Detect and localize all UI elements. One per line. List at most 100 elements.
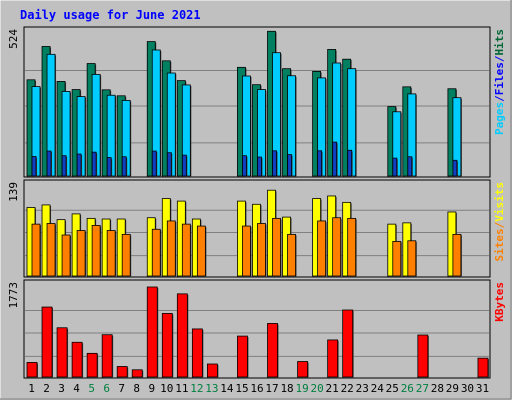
bar-pages-day-1 (31, 156, 37, 177)
bar-pages-day-3 (61, 155, 67, 177)
bar-pages-day-15 (242, 155, 247, 177)
legend-entry: Hits (493, 29, 506, 56)
panel-legend: KBytes (493, 282, 506, 322)
chart-title: Daily usage for June 2021 (20, 8, 201, 22)
bar-sites-day-5 (91, 225, 101, 277)
x-tick-label: 6 (103, 382, 110, 395)
bar-kbytes-day-7 (116, 366, 128, 378)
x-tick-label: 26 (401, 382, 414, 395)
x-tick-label: 12 (190, 382, 203, 395)
x-tick-label: 7 (118, 382, 125, 395)
bar-sites-day-11 (181, 223, 191, 277)
x-tick-label: 25 (386, 382, 399, 395)
bar-kbytes-day-27 (417, 334, 429, 378)
bar-kbytes-day-15 (237, 335, 248, 378)
bar-kbytes-day-2 (41, 306, 53, 378)
bar-sites-day-26 (407, 240, 417, 277)
x-tick-label: 4 (73, 382, 80, 395)
x-tick-label: 3 (58, 382, 65, 395)
x-tick-label: 11 (175, 382, 188, 395)
panel-3: 1773 KBytes (7, 279, 506, 379)
bar-pages-day-16 (257, 156, 262, 177)
x-tick-label: 9 (148, 382, 155, 395)
panel-frame (23, 279, 491, 379)
bar-sites-day-9 (151, 228, 161, 277)
x-tick-label: 2 (43, 382, 50, 395)
bar-sites-day-25 (392, 241, 402, 277)
x-tick-label: 17 (265, 382, 278, 395)
bar-kbytes-day-17 (267, 323, 278, 378)
bar-sites-day-6 (106, 230, 116, 277)
legend-entry: Pages (493, 102, 506, 135)
bar-pages-day-20 (317, 150, 323, 177)
panel-legend: Sites/Visits (493, 182, 506, 262)
x-tick-label: 18 (280, 382, 293, 395)
x-tick-label: 20 (311, 382, 324, 395)
bar-kbytes-day-12 (191, 328, 203, 378)
bar-sites-day-21 (332, 217, 342, 277)
legend-entry: Sites (493, 228, 506, 261)
bar-pages-day-10 (166, 152, 172, 177)
bar-sites-day-22 (347, 217, 357, 277)
x-tick-label: 22 (341, 382, 354, 395)
bar-kbytes-day-4 (71, 341, 83, 378)
y-max-label: 1773 (7, 282, 20, 309)
bar-sites-day-12 (196, 225, 206, 277)
bar-kbytes-day-9 (146, 286, 158, 378)
bar-pages-day-21 (332, 141, 338, 177)
x-tick-label: 24 (371, 382, 385, 395)
x-tick-label: 31 (476, 382, 489, 395)
bar-kbytes-day-11 (176, 293, 188, 378)
bar-pages-day-4 (76, 153, 82, 177)
bar-sites-day-29 (452, 233, 462, 277)
x-tick-label: 30 (461, 382, 474, 395)
bar-pages-day-5 (91, 151, 97, 177)
bar-kbytes-day-10 (161, 312, 173, 378)
bar-sites-day-10 (166, 220, 176, 277)
legend-entry: / (493, 95, 506, 102)
bar-pages-day-22 (347, 149, 353, 177)
x-tick-label: 21 (326, 382, 339, 395)
x-tick-label: 5 (88, 382, 95, 395)
bar-pages-day-29 (452, 159, 458, 177)
bar-kbytes-day-31 (477, 357, 489, 378)
x-tick-label: 19 (295, 382, 308, 395)
x-tick-label: 14 (220, 382, 234, 395)
bar-kbytes-day-22 (342, 309, 354, 378)
bar-sites-day-20 (317, 220, 327, 277)
x-tick-label: 29 (446, 382, 459, 395)
y-max-label: 139 (7, 182, 20, 202)
legend-entry: / (493, 221, 506, 228)
bar-kbytes-day-19 (297, 361, 308, 378)
panel-2: 139 Sites/Visits (7, 179, 506, 278)
panel-legend: Pages/Files/Hits (493, 29, 506, 135)
bar-kbytes-day-1 (26, 362, 38, 378)
legend-entry: Visits (493, 182, 506, 222)
bar-pages-day-26 (407, 156, 413, 177)
x-tick-label: 28 (431, 382, 444, 395)
bar-sites-day-4 (76, 230, 86, 277)
bar-pages-day-17 (272, 150, 277, 177)
x-tick-label: 1 (28, 382, 35, 395)
x-tick-label: 23 (356, 382, 369, 395)
x-tick-label: 27 (416, 382, 429, 395)
x-tick-label: 10 (160, 382, 173, 395)
bar-pages-day-11 (181, 154, 187, 177)
bar-kbytes-day-5 (86, 352, 98, 378)
legend-entry: Files (493, 62, 506, 95)
bar-pages-day-18 (287, 154, 292, 177)
legend-entry: KBytes (493, 282, 506, 322)
bar-sites-day-7 (121, 233, 131, 277)
x-tick-label: 8 (133, 382, 140, 395)
bar-sites-day-15 (242, 225, 251, 277)
bar-sites-day-16 (257, 223, 266, 277)
bar-sites-day-17 (272, 217, 281, 277)
bar-kbytes-day-13 (206, 363, 218, 378)
bar-sites-day-18 (287, 233, 296, 277)
bar-kbytes-day-6 (101, 334, 113, 378)
x-tick-label: 16 (250, 382, 263, 395)
bar-sites-day-2 (46, 223, 56, 277)
bar-kbytes-day-21 (327, 339, 339, 378)
x-tick-label: 13 (205, 382, 218, 395)
